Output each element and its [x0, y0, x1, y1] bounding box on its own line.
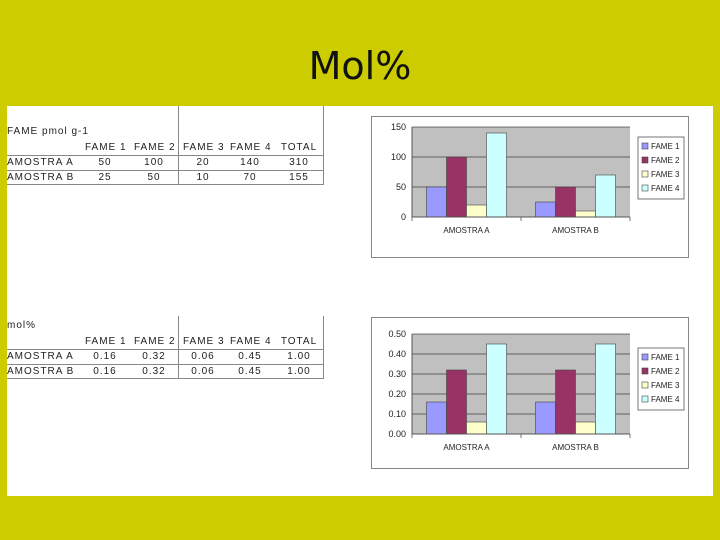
column-header: TOTAL [280, 142, 318, 153]
column-header: FAME 3 [183, 336, 225, 347]
table-cell: 0.32 [142, 366, 166, 377]
bar [595, 174, 616, 218]
legend-swatch [641, 156, 649, 164]
y-tick-label: 0.00 [388, 429, 406, 439]
table-cell: 0.06 [191, 366, 215, 377]
chart-pmol: 0 50 100 150 AMOSTRA A AMOSTRA B FAME 1 FAME 2 F… [371, 116, 689, 258]
y-tick-label: 0.50 [388, 329, 406, 339]
column-header: FAME 1 [85, 142, 127, 153]
x-category-label: AMOSTRA B [552, 443, 599, 452]
y-tick-label: 0.30 [388, 369, 406, 379]
chart-molpercent: 0.00 0.10 0.20 0.30 0.40 0.50 AMOSTRA A AMOSTRA… [371, 317, 689, 469]
table-cell: 70 [243, 172, 257, 183]
table-cell: 0.16 [93, 366, 117, 377]
table-pmol: FAME pmol g-1 FAME 1 FAME 2 FAME 3 FAME … [7, 106, 327, 186]
bar [575, 210, 596, 218]
legend-label: FAME 3 [651, 170, 680, 179]
bar [535, 201, 556, 218]
column-header: TOTAL [280, 336, 318, 347]
bar [446, 369, 467, 435]
table-cell: 50 [98, 157, 112, 168]
bar [446, 156, 467, 218]
legend-swatch [641, 184, 649, 192]
bar [555, 186, 576, 218]
table-molpercent: mol% FAME 1 FAME 2 FAME 3 FAME 4 TOTAL A… [7, 316, 327, 381]
table-cell: 10 [196, 172, 210, 183]
y-tick-label: 150 [391, 122, 406, 132]
bar [575, 421, 596, 435]
legend-swatch [641, 395, 649, 403]
legend-label: FAME 4 [651, 395, 680, 404]
legend-label: FAME 1 [651, 353, 680, 362]
bar [426, 186, 447, 218]
bar [535, 401, 556, 435]
bar [595, 343, 616, 435]
column-header: FAME 2 [134, 336, 176, 347]
table-cell: 0.06 [191, 351, 215, 362]
y-tick-label: 0 [401, 212, 406, 222]
y-tick-label: 0.20 [388, 389, 406, 399]
table-label: FAME pmol g-1 [7, 126, 89, 137]
legend-label: FAME 2 [651, 156, 680, 165]
table-cell: 0.45 [238, 351, 262, 362]
table-label: mol% [7, 320, 37, 331]
row-label: AMOSTRA B [7, 172, 75, 183]
legend-swatch [641, 381, 649, 389]
legend-label: FAME 2 [651, 367, 680, 376]
bar-chart-molpercent: 0.00 0.10 0.20 0.30 0.40 0.50 AMOSTRA A AMOSTRA… [388, 329, 685, 452]
slide-content: FAME pmol g-1 FAME 1 FAME 2 FAME 3 FAME … [7, 106, 713, 496]
legend-swatch [641, 170, 649, 178]
table-cell: 100 [144, 157, 164, 168]
table-cell: 50 [147, 172, 161, 183]
column-header: FAME 3 [183, 142, 225, 153]
legend-label: FAME 1 [651, 142, 680, 151]
bar [555, 369, 576, 435]
column-header: FAME 4 [230, 336, 272, 347]
table-cell: 0.32 [142, 351, 166, 362]
legend-swatch [641, 367, 649, 375]
y-tick-label: 0.10 [388, 409, 406, 419]
bar [466, 421, 487, 435]
table-cell: 25 [98, 172, 112, 183]
legend-swatch [641, 142, 649, 150]
table-cell: 1.00 [287, 351, 311, 362]
legend-swatch [641, 353, 649, 361]
bar [486, 343, 507, 435]
column-header: FAME 2 [134, 142, 176, 153]
y-tick-label: 100 [391, 152, 406, 162]
table-cell: 140 [240, 157, 260, 168]
bar-chart-pmol: 0 50 100 150 AMOSTRA A AMOSTRA B FAME 1 FAME 2 F… [391, 122, 685, 235]
table-cell: 0.45 [238, 366, 262, 377]
x-category-label: AMOSTRA A [443, 226, 490, 235]
column-header: FAME 1 [85, 336, 127, 347]
slide-title: Mol% [308, 44, 412, 88]
row-label: AMOSTRA B [7, 366, 75, 377]
y-tick-label: 50 [396, 182, 406, 192]
table-cell: 155 [289, 172, 309, 183]
bar [426, 401, 447, 435]
legend-label: FAME 4 [651, 184, 680, 193]
x-category-label: AMOSTRA B [552, 226, 599, 235]
row-label: AMOSTRA A [7, 157, 74, 168]
table-cell: 1.00 [287, 366, 311, 377]
bar [486, 132, 507, 218]
legend-label: FAME 3 [651, 381, 680, 390]
y-tick-label: 0.40 [388, 349, 406, 359]
x-category-label: AMOSTRA A [443, 443, 490, 452]
column-header: FAME 4 [230, 142, 272, 153]
table-cell: 310 [289, 157, 309, 168]
table-cell: 20 [196, 157, 210, 168]
bar [466, 204, 487, 218]
table-cell: 0.16 [93, 351, 117, 362]
row-label: AMOSTRA A [7, 351, 74, 362]
